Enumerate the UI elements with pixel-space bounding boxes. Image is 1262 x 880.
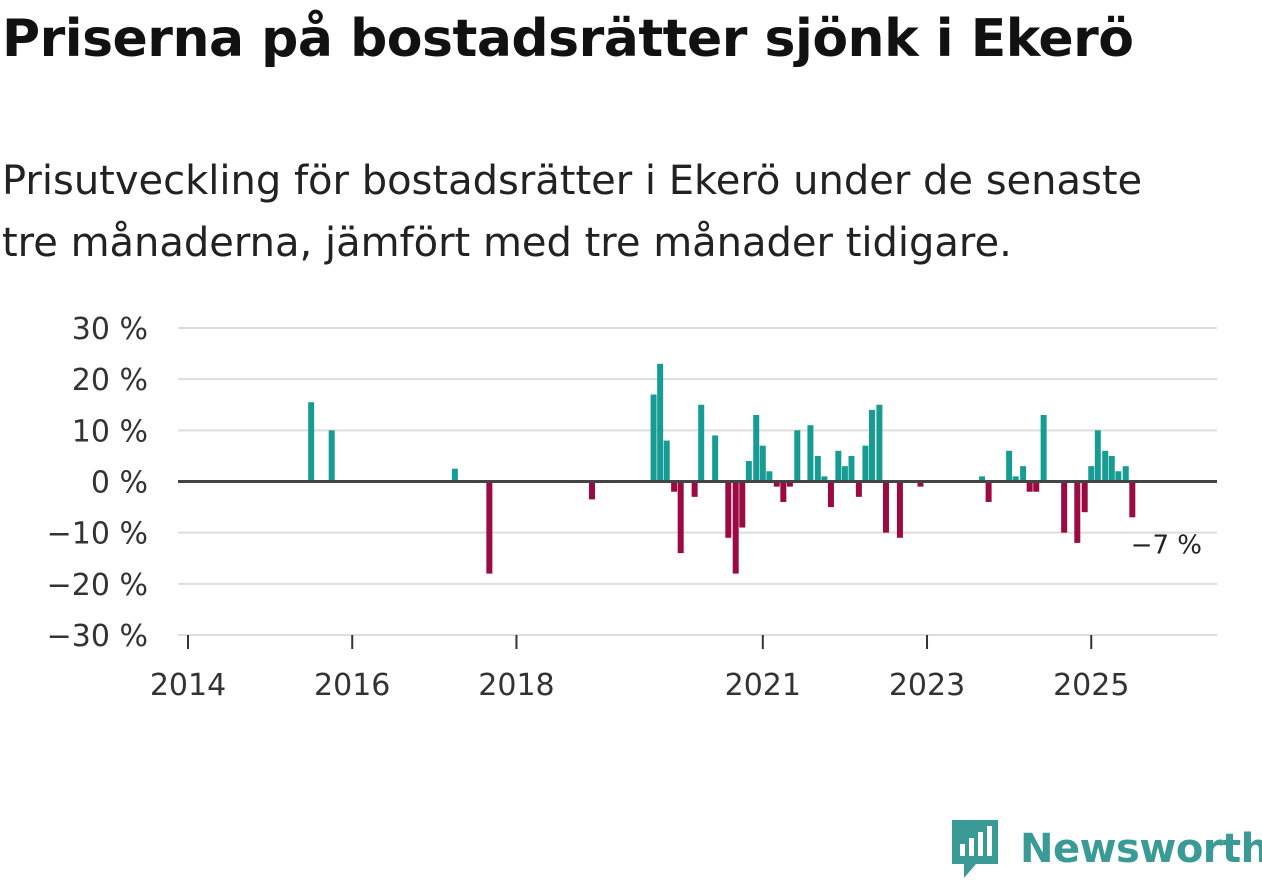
- y-tick-label: 20 %: [72, 363, 148, 398]
- bar: [589, 481, 595, 500]
- bar: [1074, 481, 1081, 543]
- bar: [691, 481, 698, 497]
- bar: [1061, 481, 1068, 533]
- bar: [698, 404, 705, 482]
- bar: [308, 402, 315, 482]
- y-tick-label: −30 %: [47, 619, 148, 654]
- bar: [786, 481, 793, 487]
- y-tick-label: −10 %: [47, 517, 148, 552]
- bar: [328, 430, 335, 482]
- bar: [807, 425, 814, 482]
- x-tick-label: 2016: [314, 668, 390, 703]
- bar: [1094, 430, 1101, 482]
- x-tick-label: 2021: [725, 668, 801, 703]
- bar: [1040, 414, 1047, 482]
- bar: [985, 481, 992, 502]
- bar: [486, 481, 493, 574]
- bar: [745, 461, 752, 482]
- bar: [1115, 471, 1122, 482]
- y-tick-label: 0 %: [91, 466, 148, 501]
- bar: [780, 481, 787, 502]
- bar: [1026, 481, 1033, 492]
- newsworthy-logo: Newsworthy: [950, 818, 1262, 880]
- subtitle-line-2: tre månaderna, jämfört med tre månader t…: [2, 220, 1012, 266]
- bar: [657, 363, 664, 482]
- bar: [848, 455, 855, 482]
- bar: [739, 481, 746, 528]
- bar: [671, 481, 678, 492]
- bar: [725, 481, 732, 538]
- bar: [876, 404, 883, 482]
- bar: [759, 445, 766, 482]
- bar: [841, 466, 848, 482]
- bar: [650, 394, 657, 482]
- bar: [882, 481, 889, 533]
- bar: [1102, 450, 1109, 482]
- y-tick-label: 10 %: [72, 414, 148, 449]
- bar: [814, 455, 821, 482]
- bar: [773, 481, 780, 487]
- bar: [1006, 450, 1013, 482]
- newsworthy-logo-icon: [952, 820, 998, 878]
- bar: [794, 430, 801, 482]
- bar: [1088, 466, 1095, 482]
- bar: [1129, 481, 1136, 518]
- chart-subtitle: Prisutveckling för bostadsrätter i Ekerö…: [2, 150, 1252, 274]
- bar: [1122, 466, 1129, 482]
- bar: [855, 481, 862, 497]
- x-tick-label: 2023: [889, 668, 965, 703]
- bar: [827, 481, 834, 508]
- bar: [1081, 481, 1088, 513]
- bar: [1012, 476, 1019, 482]
- bar: [862, 445, 869, 482]
- bar: [835, 450, 842, 482]
- bar: [451, 468, 458, 482]
- bar: [896, 481, 903, 538]
- y-tick-label: 30 %: [72, 312, 148, 347]
- bar: [712, 435, 719, 482]
- x-tick-label: 2018: [478, 668, 554, 703]
- bar: [677, 481, 684, 554]
- bar: [1033, 481, 1040, 492]
- y-axis-labels: 30 % 20 % 10 % 0 % −10 % −20 % −30 %: [47, 312, 148, 654]
- bar: [1108, 455, 1115, 482]
- bar: [732, 481, 739, 574]
- y-tick-label: −20 %: [47, 568, 148, 603]
- bars: [308, 363, 1136, 574]
- bar: [869, 409, 876, 482]
- bar: [663, 440, 670, 482]
- x-axis: 2014 2016 2018 2021 2023 2025: [150, 635, 1129, 703]
- brand-name: Newsworthy: [1020, 826, 1262, 872]
- last-value-annotation: −7 %: [1131, 530, 1202, 560]
- bar: [753, 414, 760, 482]
- bar: [766, 471, 773, 482]
- grid-lines: [178, 327, 1217, 636]
- bar: [917, 481, 924, 487]
- bar-chart: 30 %20 %10 %0 %−10 %−20 %−30 % 2014 2016 2…: [47, 312, 1217, 703]
- bar: [1020, 466, 1027, 482]
- x-tick-label: 2025: [1053, 668, 1129, 703]
- subtitle-line-1: Prisutveckling för bostadsrätter i Ekerö…: [2, 158, 1143, 204]
- bar: [821, 476, 828, 482]
- bar: [979, 476, 986, 482]
- x-tick-label: 2014: [150, 668, 226, 703]
- chart-title: Priserna på bostadsrätter sjönk i Ekerö: [2, 9, 1134, 69]
